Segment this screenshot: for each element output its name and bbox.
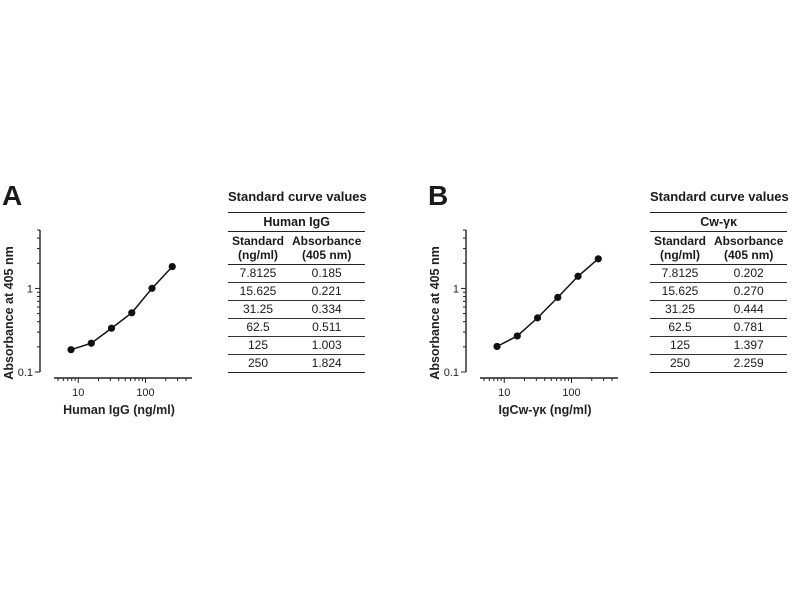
table-row: 250 2.259 bbox=[650, 354, 788, 373]
x-axis-label: IgCw-γκ (ng/ml) bbox=[498, 403, 591, 417]
table-row: 15.625 0.270 bbox=[650, 282, 788, 301]
table-row: 250 1.824 bbox=[228, 354, 366, 373]
table-row: 125 1.003 bbox=[228, 336, 366, 355]
x-tick-label: 100 bbox=[562, 387, 580, 399]
data-point bbox=[168, 263, 176, 271]
cell-standard: 7.8125 bbox=[228, 264, 289, 283]
x-tick-label: 10 bbox=[72, 387, 84, 399]
cell-absorbance: 0.221 bbox=[288, 282, 366, 301]
cell-absorbance: 0.444 bbox=[710, 300, 788, 319]
series-line bbox=[496, 258, 599, 348]
table-a-col-standard: Standard (ng/ml) bbox=[228, 231, 289, 265]
cell-absorbance: 0.270 bbox=[710, 282, 788, 301]
table-row: 62.5 0.511 bbox=[228, 318, 366, 337]
table-row: 15.625 0.221 bbox=[228, 282, 366, 301]
data-point bbox=[513, 332, 521, 340]
data-point bbox=[554, 293, 562, 301]
table-b-group: Cw-γκ bbox=[650, 212, 788, 232]
table-b-col-standard: Standard (ng/ml) bbox=[650, 231, 711, 265]
table-b: Standard curve values Cw-γκ Standard (ng… bbox=[650, 188, 789, 373]
data-point bbox=[107, 324, 116, 332]
table-b-title: Standard curve values bbox=[650, 189, 789, 204]
table-a-title: Standard curve values bbox=[228, 189, 367, 204]
cell-absorbance: 0.511 bbox=[288, 318, 366, 337]
cell-absorbance: 1.397 bbox=[710, 336, 788, 355]
cell-standard: 62.5 bbox=[650, 318, 711, 337]
panel-letter-b: B bbox=[428, 180, 449, 211]
y-tick-label: 0.1 bbox=[18, 367, 33, 379]
cell-standard: 7.8125 bbox=[650, 264, 711, 283]
cell-standard: 31.25 bbox=[650, 300, 711, 319]
table-row: 31.25 0.444 bbox=[650, 300, 788, 319]
table-row: 7.8125 0.202 bbox=[650, 264, 788, 283]
data-point bbox=[148, 284, 156, 292]
data-point bbox=[493, 342, 501, 351]
data-point bbox=[533, 314, 542, 322]
cell-standard: 15.625 bbox=[650, 282, 711, 301]
cell-absorbance: 1.003 bbox=[288, 336, 366, 355]
table-row: 7.8125 0.185 bbox=[228, 264, 366, 283]
table-row: 31.25 0.334 bbox=[228, 300, 366, 319]
table-a-values: Human IgG Standard (ng/ml) Absorbance (4… bbox=[228, 212, 366, 373]
y-tick-label: 0.1 bbox=[444, 367, 459, 379]
data-point bbox=[87, 339, 95, 347]
data-point bbox=[594, 255, 602, 263]
cell-standard: 15.625 bbox=[228, 282, 289, 301]
data-point bbox=[574, 272, 582, 280]
cell-absorbance: 0.202 bbox=[710, 264, 788, 283]
table-a: Standard curve values Human IgG Standard… bbox=[228, 188, 367, 373]
cell-standard: 62.5 bbox=[228, 318, 289, 337]
cell-absorbance: 0.334 bbox=[288, 300, 366, 319]
chart-a: 0.1 1 10 100 Human IgG (ng/ml) Absorbance at … bbox=[2, 229, 192, 417]
cell-standard: 125 bbox=[228, 336, 289, 355]
chart-b: 0.1 1 10 100 IgCw-γκ (ng/ml) Absorbance at 40… bbox=[428, 229, 618, 417]
table-b-values: Cw-γκ Standard (ng/ml) Absorbance (405 n… bbox=[650, 212, 788, 373]
table-row: 125 1.397 bbox=[650, 336, 788, 355]
y-axis-label: Absorbance at 405 nm bbox=[428, 246, 442, 379]
data-point bbox=[67, 346, 75, 354]
data-point bbox=[128, 309, 136, 317]
series-line bbox=[70, 266, 173, 351]
cell-standard: 125 bbox=[650, 336, 711, 355]
table-a-group: Human IgG bbox=[228, 212, 366, 232]
x-tick-label: 10 bbox=[498, 387, 510, 399]
y-tick-label: 1 bbox=[27, 283, 33, 295]
panel-letter-a: A bbox=[2, 180, 23, 211]
cell-absorbance: 0.185 bbox=[288, 264, 366, 283]
table-row: 62.5 0.781 bbox=[650, 318, 788, 337]
table-b-col-absorbance: Absorbance (405 nm) bbox=[710, 231, 788, 265]
cell-standard: 250 bbox=[650, 354, 711, 373]
cell-absorbance: 1.824 bbox=[288, 354, 366, 373]
y-axis-label: Absorbance at 405 nm bbox=[2, 246, 16, 379]
y-tick-label: 1 bbox=[453, 283, 459, 295]
x-axis-label: Human IgG (ng/ml) bbox=[63, 403, 175, 417]
table-a-col-absorbance: Absorbance (405 nm) bbox=[288, 231, 366, 265]
cell-standard: 250 bbox=[228, 354, 289, 373]
cell-absorbance: 0.781 bbox=[710, 318, 788, 337]
x-tick-label: 100 bbox=[136, 387, 154, 399]
cell-standard: 31.25 bbox=[228, 300, 289, 319]
cell-absorbance: 2.259 bbox=[710, 354, 788, 373]
